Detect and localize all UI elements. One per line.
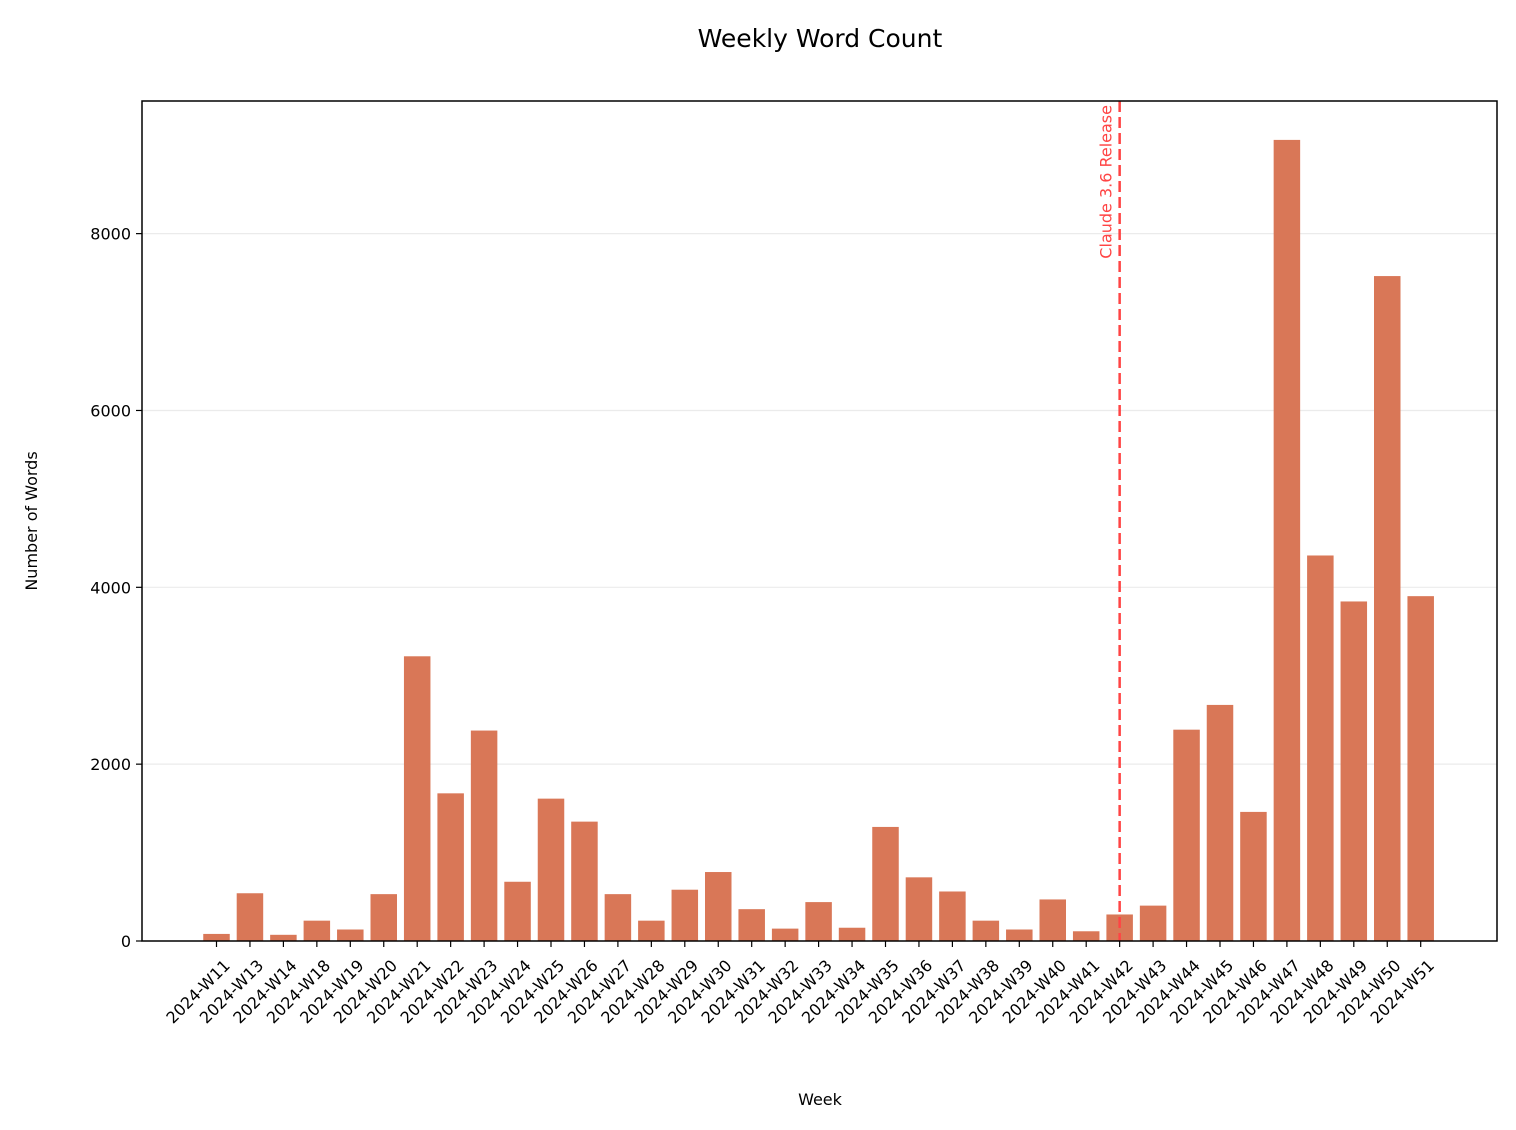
bar-2024-W43 (1139, 905, 1167, 941)
bar-2024-W25 (537, 798, 565, 941)
bar-2024-W39 (1006, 929, 1033, 941)
bar-2024-W37 (939, 891, 966, 941)
plot-frame (141, 100, 1498, 942)
y-tick-label-4: 8000 (90, 225, 131, 244)
bar-2024-W34 (838, 927, 866, 941)
release-annotation: Claude 3.6 Release (1097, 101, 1121, 941)
y-axis: 0 2000 4000 6000 8000 (90, 225, 142, 951)
bar-2024-W22 (437, 793, 464, 941)
x-axis-label: Week (798, 1090, 843, 1109)
release-label: Claude 3.6 Release (1097, 105, 1116, 259)
y-tick-label-0: 0 (121, 932, 131, 951)
bar-2024-W35 (872, 826, 899, 941)
bar-2024-W19 (337, 929, 364, 941)
bar-2024-W30 (705, 872, 732, 941)
bar-2024-W13 (236, 893, 264, 941)
bar-2024-W46 (1240, 811, 1267, 941)
bar-2024-W28 (638, 920, 665, 941)
y-tick-label-1: 2000 (90, 755, 131, 774)
bar-2024-W21 (403, 656, 431, 941)
bar-2024-W32 (771, 928, 799, 941)
bar-2024-W11 (203, 933, 230, 941)
bar-2024-W23 (470, 730, 498, 941)
bar-2024-W20 (370, 894, 397, 941)
bars (203, 139, 1434, 941)
bar-2024-W29 (671, 889, 699, 941)
bar-2024-W36 (905, 877, 933, 941)
y-axis-label: Number of Words (22, 451, 41, 590)
bar-2024-W41 (1072, 931, 1100, 941)
y-tick-label-3: 6000 (90, 401, 131, 420)
y-tick-label-2: 4000 (90, 578, 131, 597)
bar-2024-W31 (738, 909, 765, 941)
bar-2024-W51 (1407, 596, 1434, 941)
bar-2024-W44 (1173, 729, 1200, 941)
gridlines (142, 233, 1497, 765)
bar-2024-W40 (1039, 899, 1066, 941)
bar-2024-W27 (604, 894, 632, 941)
bar-2024-W38 (972, 920, 1000, 941)
bar-2024-W48 (1307, 555, 1334, 941)
bar-2024-W26 (571, 821, 598, 941)
bar-2024-W47 (1273, 139, 1301, 941)
x-axis: 2024-W112024-W132024-W142024-W182024-W19… (162, 941, 1438, 1027)
bar-2024-W49 (1340, 601, 1368, 941)
bar-2024-W45 (1206, 704, 1234, 941)
bar-2024-W33 (805, 902, 832, 941)
bar-2024-W50 (1374, 276, 1401, 941)
bar-2024-W14 (270, 934, 297, 941)
bar-2024-W18 (303, 920, 331, 941)
bar-2024-W24 (504, 881, 531, 941)
chart-title: Weekly Word Count (698, 24, 943, 53)
